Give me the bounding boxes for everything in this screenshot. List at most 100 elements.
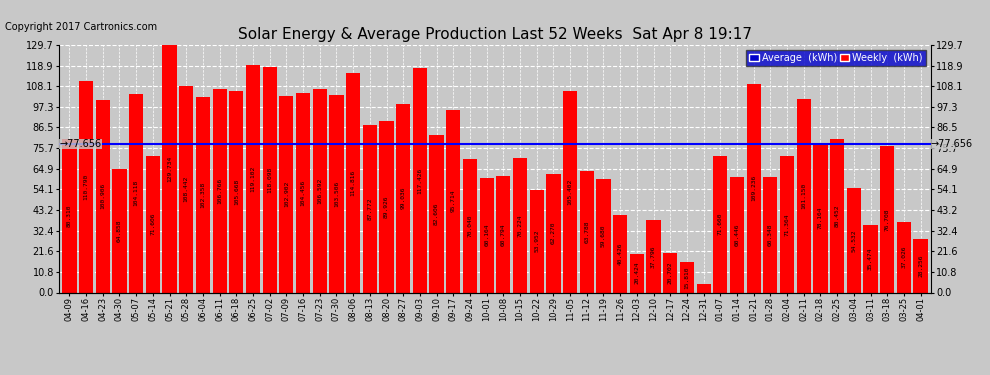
- Text: 78.164: 78.164: [818, 207, 823, 229]
- Bar: [96, 100, 110, 292]
- Text: 64.858: 64.858: [117, 219, 122, 242]
- Text: 37.796: 37.796: [651, 245, 656, 268]
- Text: 89.926: 89.926: [384, 195, 389, 218]
- Bar: [246, 65, 260, 292]
- Bar: [146, 156, 160, 292]
- Text: 80.310: 80.310: [67, 205, 72, 227]
- Text: 60.446: 60.446: [735, 224, 740, 246]
- Bar: [880, 146, 894, 292]
- Text: 20.424: 20.424: [635, 262, 640, 284]
- Text: 104.456: 104.456: [301, 180, 306, 206]
- Text: 102.902: 102.902: [284, 181, 289, 207]
- Text: →77.656: →77.656: [59, 140, 102, 149]
- Bar: [680, 262, 694, 292]
- Bar: [646, 220, 660, 292]
- Bar: [914, 238, 928, 292]
- Text: 99.036: 99.036: [401, 187, 406, 209]
- Bar: [196, 97, 210, 292]
- Text: 76.708: 76.708: [885, 208, 890, 231]
- Text: 114.816: 114.816: [350, 170, 355, 196]
- Bar: [463, 159, 477, 292]
- Bar: [797, 99, 811, 292]
- Text: 109.236: 109.236: [751, 175, 756, 201]
- Bar: [396, 104, 410, 292]
- Text: 60.164: 60.164: [484, 224, 489, 246]
- Bar: [129, 94, 144, 292]
- Bar: [379, 121, 394, 292]
- Text: 70.040: 70.040: [467, 214, 472, 237]
- Text: 59.680: 59.680: [601, 224, 606, 247]
- Bar: [730, 177, 744, 292]
- Bar: [814, 143, 828, 292]
- Bar: [613, 215, 628, 292]
- Bar: [713, 156, 728, 292]
- Text: 37.026: 37.026: [902, 246, 907, 268]
- Text: 106.766: 106.766: [217, 177, 222, 204]
- Bar: [62, 139, 76, 292]
- Text: 118.098: 118.098: [267, 167, 272, 193]
- Text: 95.714: 95.714: [450, 190, 455, 212]
- Bar: [846, 189, 861, 292]
- Text: 82.606: 82.606: [434, 202, 440, 225]
- Bar: [513, 159, 527, 292]
- Bar: [179, 86, 193, 292]
- Bar: [479, 178, 494, 292]
- Bar: [546, 174, 560, 292]
- Text: →77.656: →77.656: [931, 140, 973, 149]
- Text: 105.668: 105.668: [234, 178, 239, 205]
- Text: 80.452: 80.452: [835, 204, 840, 227]
- Bar: [530, 189, 544, 292]
- Text: 108.442: 108.442: [184, 176, 189, 202]
- Bar: [79, 81, 93, 292]
- Text: 62.270: 62.270: [550, 222, 556, 245]
- Text: 28.256: 28.256: [918, 254, 923, 277]
- Bar: [563, 92, 577, 292]
- Bar: [897, 222, 911, 292]
- Bar: [863, 225, 877, 292]
- Text: 117.426: 117.426: [418, 167, 423, 194]
- Bar: [230, 91, 244, 292]
- Text: 71.606: 71.606: [150, 213, 155, 236]
- Legend: Average  (kWh), Weekly  (kWh): Average (kWh), Weekly (kWh): [745, 50, 926, 66]
- Bar: [346, 74, 360, 292]
- Text: 35.474: 35.474: [868, 248, 873, 270]
- Text: 70.224: 70.224: [518, 214, 523, 237]
- Bar: [780, 156, 794, 292]
- Text: 60.794: 60.794: [501, 223, 506, 246]
- Text: 63.788: 63.788: [584, 220, 589, 243]
- Bar: [313, 89, 327, 292]
- Text: 100.906: 100.906: [100, 183, 105, 209]
- Bar: [697, 284, 711, 292]
- Text: 106.592: 106.592: [317, 178, 323, 204]
- Bar: [663, 253, 677, 292]
- Text: 104.118: 104.118: [134, 180, 139, 206]
- Bar: [596, 178, 611, 292]
- Text: 54.532: 54.532: [851, 229, 856, 252]
- Text: 103.506: 103.506: [334, 181, 339, 207]
- Bar: [630, 254, 644, 292]
- Text: 129.734: 129.734: [167, 156, 172, 182]
- Title: Solar Energy & Average Production Last 52 Weeks  Sat Apr 8 19:17: Solar Energy & Average Production Last 5…: [238, 27, 752, 42]
- Bar: [446, 110, 460, 292]
- Bar: [413, 68, 427, 292]
- Text: 105.402: 105.402: [567, 179, 572, 205]
- Bar: [279, 96, 293, 292]
- Text: 102.358: 102.358: [200, 182, 206, 208]
- Text: 20.702: 20.702: [667, 261, 673, 284]
- Bar: [213, 89, 227, 292]
- Bar: [430, 135, 444, 292]
- Text: 101.150: 101.150: [801, 183, 806, 209]
- Bar: [162, 45, 176, 292]
- Text: 15.810: 15.810: [684, 266, 689, 289]
- Text: 60.348: 60.348: [768, 224, 773, 246]
- Text: 110.790: 110.790: [83, 174, 88, 200]
- Bar: [330, 95, 344, 292]
- Bar: [763, 177, 777, 292]
- Bar: [262, 67, 277, 292]
- Text: 71.660: 71.660: [718, 213, 723, 236]
- Bar: [113, 169, 127, 292]
- Bar: [362, 125, 377, 292]
- Text: 119.102: 119.102: [250, 166, 255, 192]
- Text: 71.364: 71.364: [784, 213, 790, 236]
- Text: 87.772: 87.772: [367, 198, 372, 220]
